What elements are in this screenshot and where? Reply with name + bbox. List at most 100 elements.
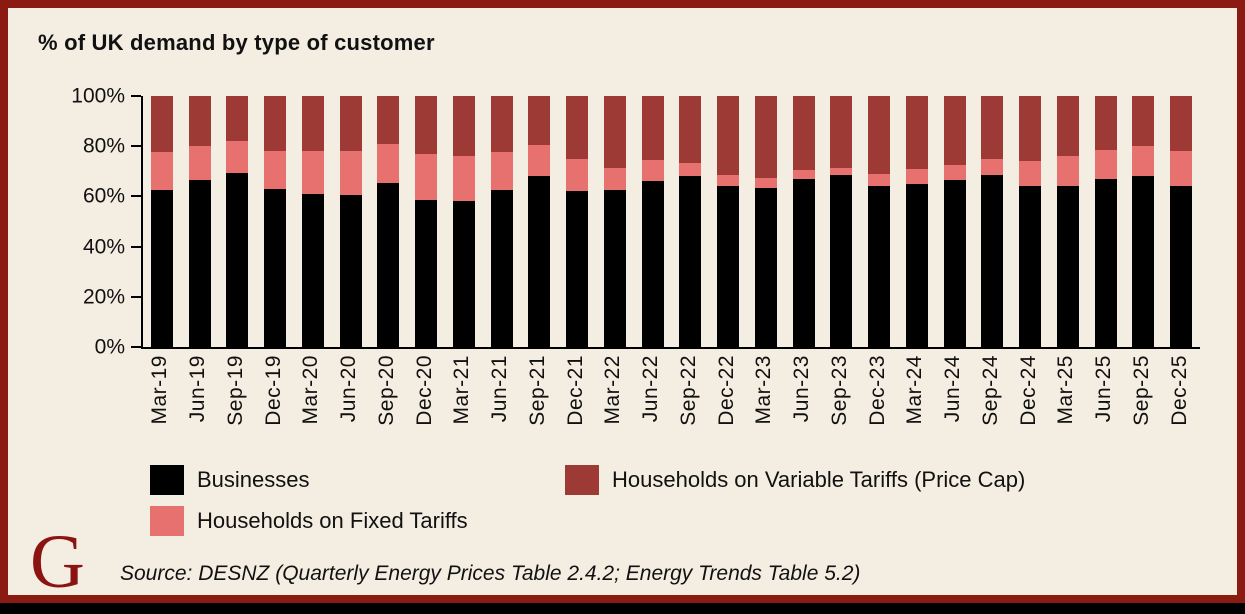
legend-swatch-variable-tariffs (565, 465, 599, 495)
bar-segment (415, 200, 438, 347)
x-axis-tick-label-text: Dec-20 (412, 355, 436, 426)
stacked-bar-Sep-23 (830, 96, 853, 347)
stacked-bar-Dec-24 (1019, 96, 1042, 347)
stacked-bar-Jun-22 (641, 96, 664, 347)
x-axis-tick-label-text: Mar-22 (601, 355, 625, 425)
bar-slot (370, 96, 408, 347)
x-axis-tick-label: Dec-21 (556, 355, 594, 457)
stacked-bar-Jun-25 (1094, 96, 1117, 347)
bar-segment (981, 175, 1004, 347)
x-axis-tick-label-text: Jun-20 (337, 355, 361, 423)
bar-segment (641, 96, 664, 160)
x-axis-tick-label: Mar-23 (745, 355, 783, 457)
x-axis-tick-label: Mar-25 (1047, 355, 1085, 457)
stacked-bar-Mar-23 (754, 96, 777, 347)
bar-segment (717, 96, 740, 176)
bar-segment (264, 151, 287, 189)
bar-segment (754, 96, 777, 178)
x-axis-tick-label: Mar-22 (594, 355, 632, 457)
plot-area: 0% 20% 40% 60% 80% 100% (71, 86, 1200, 358)
legend-swatch-businesses (150, 465, 184, 495)
x-axis-tick-label: Dec-24 (1009, 355, 1047, 457)
x-axis-tick-label-text: Dec-21 (563, 355, 587, 426)
legend-label-businesses: Businesses (197, 467, 310, 492)
stacked-bar-Sep-22 (679, 96, 702, 347)
legend-label-variable-tariffs: Households on Variable Tariffs (Price Ca… (612, 467, 1026, 492)
x-axis-tick-label: Jun-24 (934, 355, 972, 457)
bar-segment (566, 191, 589, 347)
stacked-bar-Dec-22 (717, 96, 740, 347)
x-axis-tick-label: Sep-19 (217, 355, 255, 457)
bar-segment (1056, 156, 1079, 187)
bar-segment (339, 96, 362, 152)
bar-segment (641, 160, 664, 182)
x-axis-tick-label: Sep-22 (670, 355, 708, 457)
bar-segment (792, 96, 815, 171)
bar-segment (1056, 186, 1079, 347)
bar-segment (188, 96, 211, 147)
stacked-bar-Jun-20 (339, 96, 362, 347)
bar-slot (1011, 96, 1049, 347)
bars-area (143, 96, 1200, 347)
x-axis-tick-label: Dec-22 (707, 355, 745, 457)
bar-segment (452, 156, 475, 202)
x-axis-tick-label-text: Mar-21 (450, 355, 474, 425)
bar-segment (792, 178, 815, 347)
x-axis-tick-label-text: Sep-24 (978, 355, 1002, 426)
x-axis-tick-label: Mar-20 (292, 355, 330, 457)
bar-segment (830, 175, 853, 347)
x-axis-tick-label-text: Mar-23 (752, 355, 776, 425)
x-axis-tick-label-text: Sep-21 (525, 355, 549, 426)
bar-segment (792, 170, 815, 179)
bar-segment (301, 193, 324, 347)
bar-segment (603, 190, 626, 347)
bar-segment (490, 190, 513, 347)
x-axis-tick-label: Mar-24 (896, 355, 934, 457)
x-axis-tick-label: Dec-25 (1160, 355, 1198, 457)
x-axis-tick-label: Dec-19 (254, 355, 292, 457)
bar-slot (709, 96, 747, 347)
x-axis-tick-label-text: Jun-23 (790, 355, 814, 423)
x-axis-tick-label-text: Sep-19 (223, 355, 247, 426)
bar-segment (301, 151, 324, 194)
bottom-strip (0, 603, 1245, 614)
bar-segment (603, 96, 626, 168)
stacked-bar-Jun-19 (188, 96, 211, 347)
source-note: Source: DESNZ (Quarterly Energy Prices T… (120, 562, 861, 585)
x-axis-tick-label-text: Sep-22 (676, 355, 700, 426)
bar-slot (936, 96, 974, 347)
bar-segment (1170, 151, 1193, 187)
bar-segment (868, 173, 891, 187)
y-axis-tick-mark (131, 195, 141, 198)
x-axis-tick-label: Jun-20 (330, 355, 368, 457)
bar-slot (294, 96, 332, 347)
bar-segment (490, 152, 513, 191)
x-axis-tick-label: Sep-21 (519, 355, 557, 457)
legend-item-fixed-tariffs: Households on Fixed Tariffs (150, 506, 468, 536)
bar-slot (823, 96, 861, 347)
bar-segment (528, 96, 551, 145)
bar-slot (747, 96, 785, 347)
y-axis-tick-label: 0% (94, 335, 125, 359)
bar-segment (415, 153, 438, 201)
bar-segment (377, 96, 400, 144)
bar-segment (528, 144, 551, 177)
bar-slot (785, 96, 823, 347)
x-axis-tick-label: Jun-22 (632, 355, 670, 457)
x-axis-tick-label: Jun-23 (783, 355, 821, 457)
y-axis-tick-mark (131, 245, 141, 248)
stacked-bar-Mar-21 (452, 96, 475, 347)
bar-segment (339, 151, 362, 196)
stacked-bar-Jun-23 (792, 96, 815, 347)
stacked-bar-Sep-20 (377, 96, 400, 347)
bar-segment (679, 176, 702, 347)
y-axis-tick-label: 100% (71, 84, 125, 108)
stacked-bar-Jun-24 (943, 96, 966, 347)
x-axis-labels: Mar-19 Jun-19 Sep-19 Dec-19 Mar-20 Jun-20 Sep-… (141, 355, 1198, 457)
bar-segment (566, 158, 589, 192)
bar-segment (1094, 178, 1117, 347)
x-axis-tick-label: Jun-21 (481, 355, 519, 457)
bar-segment (452, 96, 475, 157)
x-axis-tick-label: Sep-24 (972, 355, 1010, 457)
